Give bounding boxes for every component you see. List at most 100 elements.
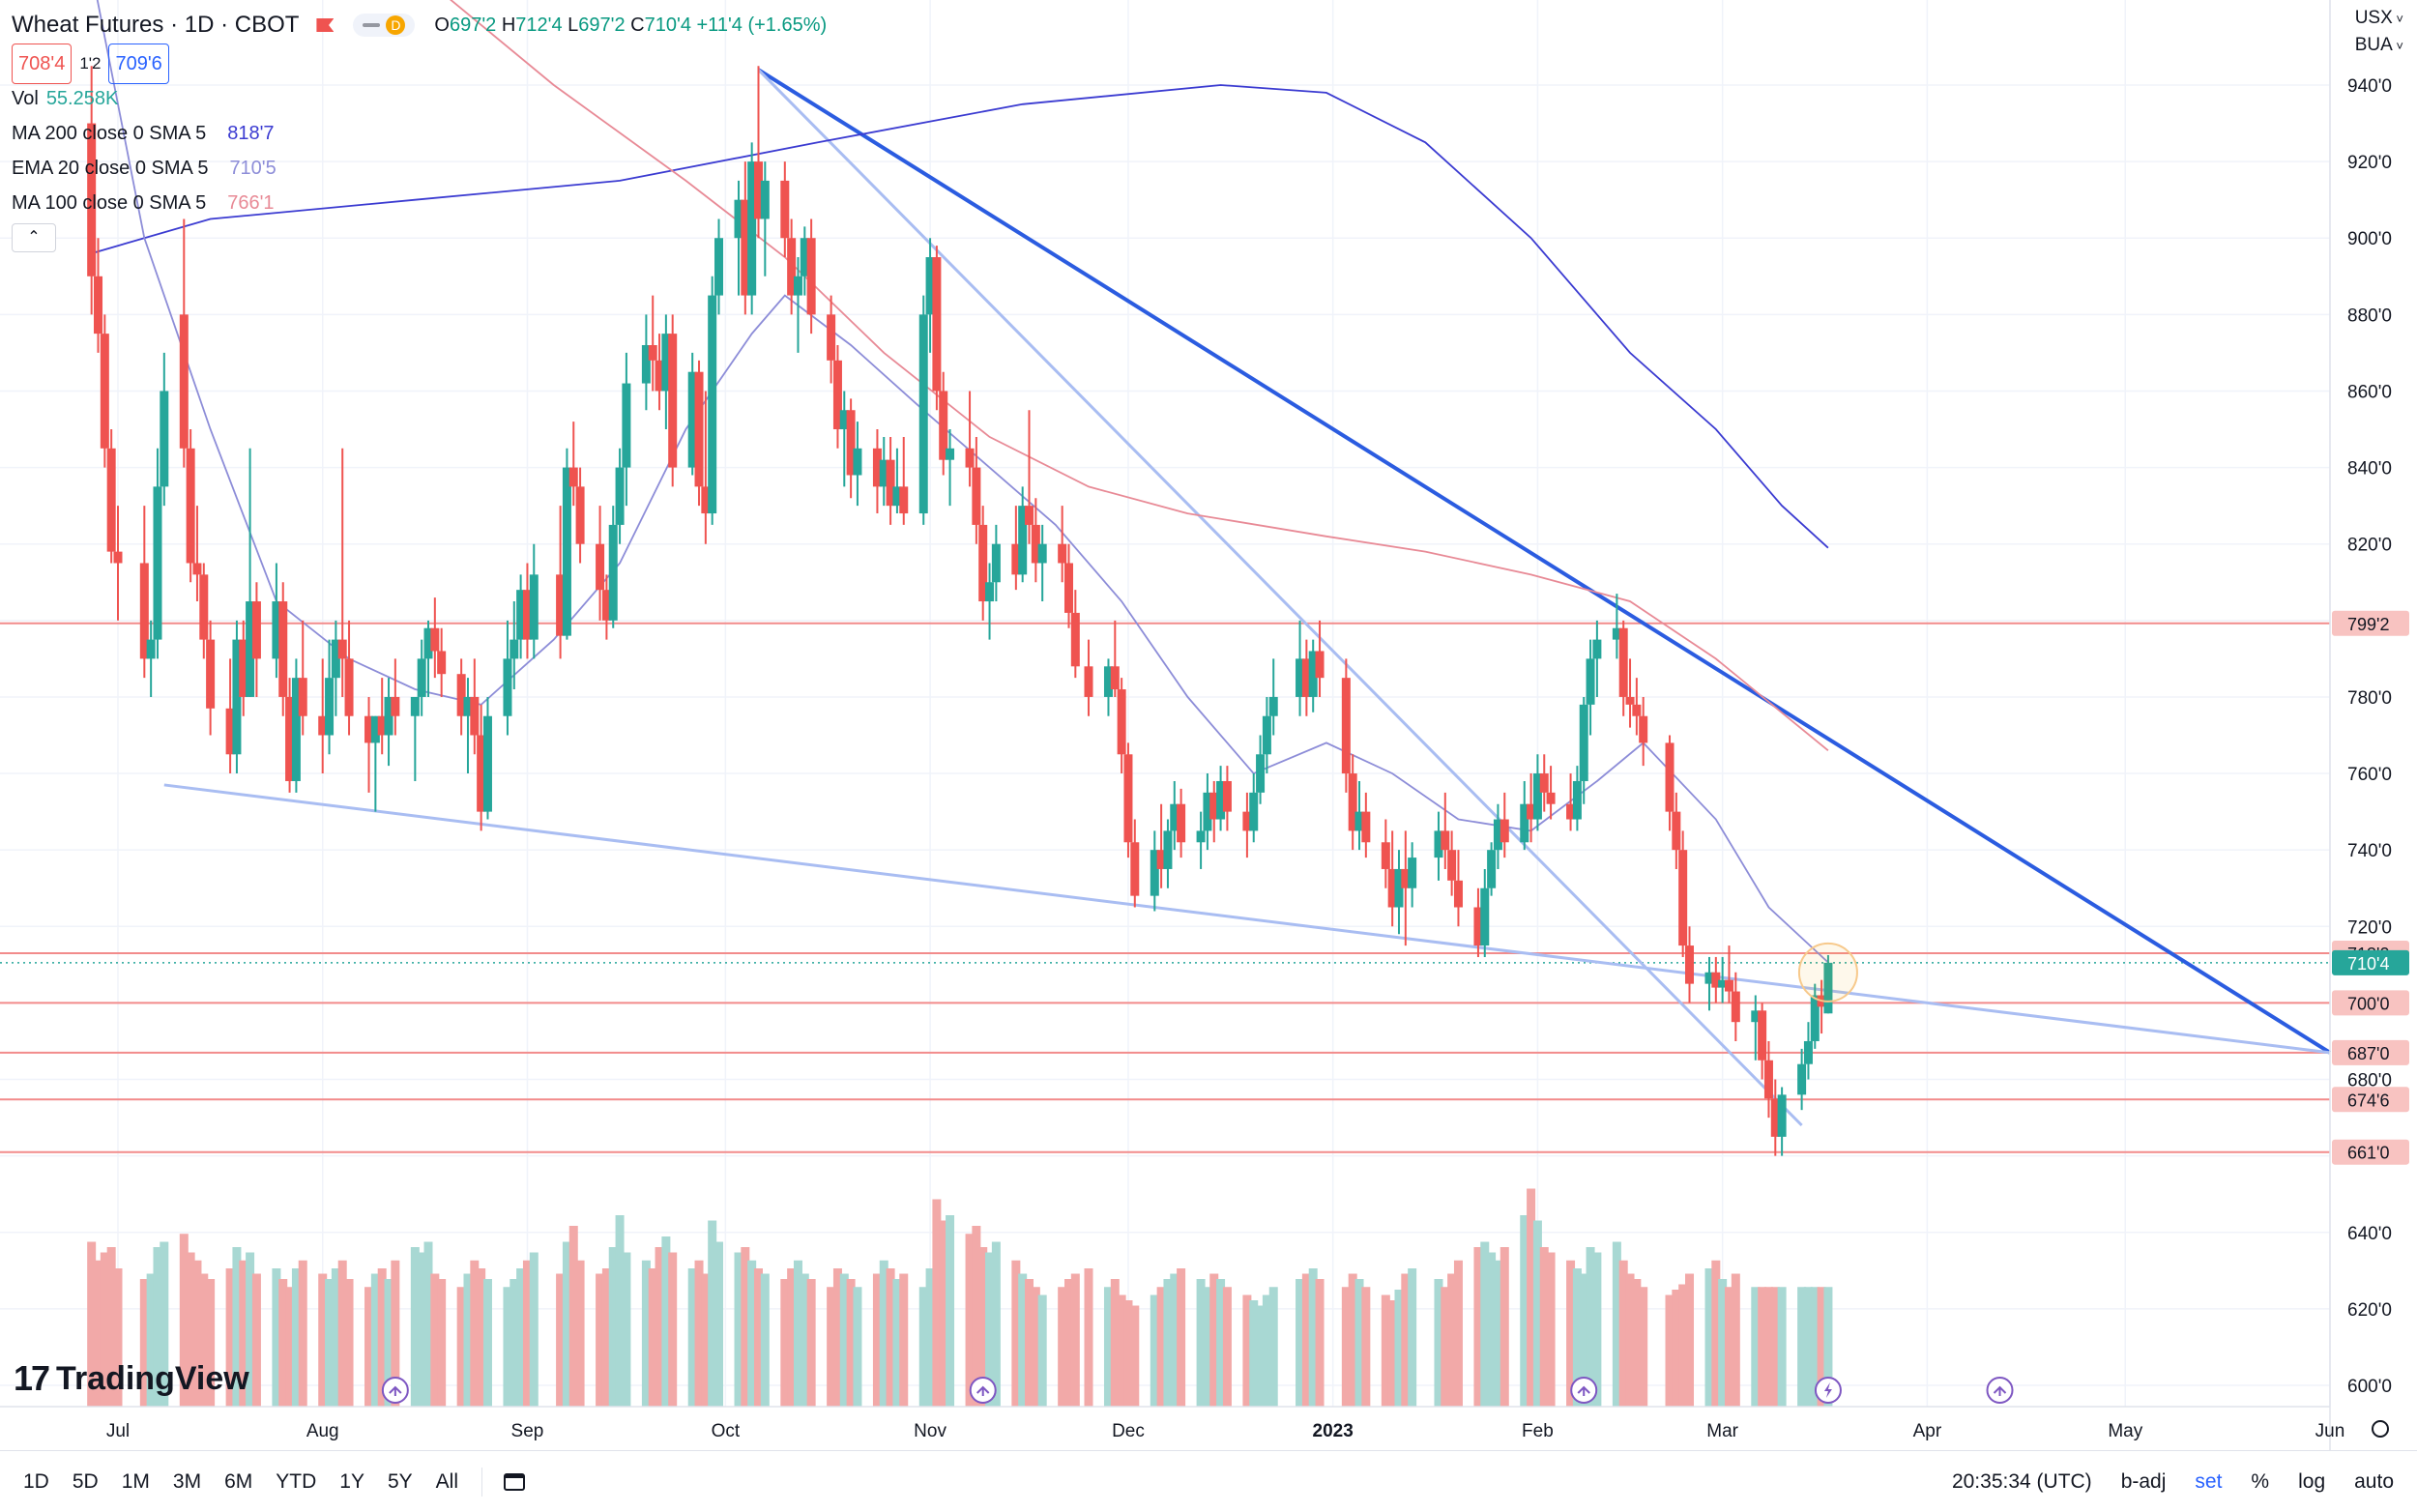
- ma200-indicator-row[interactable]: MA 200 close 0 SMA 5 818'7: [12, 123, 275, 144]
- candle-body: [1203, 792, 1212, 831]
- volume-bar: [1150, 1294, 1159, 1407]
- candle-body: [1348, 773, 1357, 831]
- price-tick-label: 920'0: [2347, 153, 2392, 173]
- candle-body: [1156, 850, 1166, 869]
- ema20-indicator-row[interactable]: EMA 20 close 0 SMA 5 710'5: [12, 158, 277, 179]
- volume-bar: [423, 1241, 433, 1407]
- timeframe-all[interactable]: All: [435, 1469, 458, 1493]
- timeframe-1m[interactable]: 1M: [121, 1469, 150, 1493]
- volume-bar: [1487, 1252, 1497, 1407]
- candle-body: [1354, 811, 1364, 831]
- candle-body: [1447, 850, 1457, 881]
- volume-bar: [1084, 1268, 1093, 1407]
- trendlines[interactable]: [163, 68, 2332, 1127]
- candle-body: [199, 574, 209, 640]
- settlement-toggle[interactable]: set: [2195, 1469, 2223, 1493]
- data-badge: D: [386, 15, 406, 35]
- calendar-icon[interactable]: [504, 1472, 525, 1491]
- timeframe-1d[interactable]: 1D: [23, 1469, 49, 1493]
- candle-body: [1209, 792, 1219, 820]
- utc-clock[interactable]: 20:35:34 (UTC): [1951, 1469, 2092, 1493]
- volume-bar: [1063, 1279, 1073, 1407]
- volume-bar: [1527, 1188, 1536, 1407]
- volume-bar: [482, 1279, 492, 1407]
- tradingview-logo[interactable]: 17 TradingView: [14, 1358, 249, 1398]
- time-tick-label: Mar: [1706, 1421, 1738, 1441]
- highlight-marker: [1797, 942, 1858, 1003]
- candle-body: [384, 696, 393, 736]
- buy-price-button[interactable]: 709'6: [108, 44, 169, 84]
- collapse-legend-button[interactable]: ⌃: [12, 223, 56, 252]
- volume-bars: [87, 1188, 1833, 1407]
- volume-bar: [1493, 1260, 1502, 1407]
- log-toggle[interactable]: log: [2298, 1469, 2326, 1493]
- candle-body: [575, 486, 585, 544]
- candle-body: [886, 459, 895, 507]
- volume-bar: [1632, 1279, 1642, 1407]
- time-tick-label: Oct: [712, 1421, 741, 1441]
- candle-body: [239, 639, 248, 697]
- volume-bar: [1711, 1260, 1721, 1407]
- sell-price-button[interactable]: 708'4: [12, 44, 73, 84]
- volume-bar: [1777, 1287, 1787, 1407]
- candle-body: [529, 574, 539, 640]
- currency-selector[interactable]: USX ˅: [2354, 8, 2403, 28]
- candle-body: [1678, 850, 1688, 946]
- candle-body: [892, 486, 902, 507]
- volume-bar: [879, 1260, 888, 1407]
- candle-body: [482, 715, 492, 812]
- eye-icon: [363, 23, 381, 27]
- volume-bar: [978, 1247, 988, 1407]
- price-tick-label: 780'0: [2347, 688, 2392, 709]
- candle-body: [714, 238, 724, 296]
- timeframe-5y[interactable]: 5Y: [387, 1469, 413, 1493]
- volume-bar: [206, 1279, 216, 1407]
- volume-bar: [946, 1215, 955, 1407]
- auto-toggle[interactable]: auto: [2354, 1469, 2394, 1493]
- timeframe-1y[interactable]: 1Y: [339, 1469, 364, 1493]
- unit-selector[interactable]: BUA ˅: [2354, 35, 2403, 55]
- candle-body: [1058, 543, 1067, 564]
- volume-bar: [939, 1220, 948, 1407]
- price-axis[interactable]: 600'0 620'0 640'0 680'0 720'0 740'0 760'0 780'0…: [2329, 0, 2409, 1450]
- volume-bar: [965, 1234, 975, 1407]
- candle-body: [1103, 666, 1113, 697]
- timeframe-5d[interactable]: 5D: [72, 1469, 99, 1493]
- volume-bar: [622, 1252, 631, 1407]
- symbol-title[interactable]: Wheat Futures · 1D · CBOT: [12, 12, 300, 38]
- time-axis[interactable]: Jul Aug Sep Oct Nov Dec 2023 Feb Mar Apr May Jun: [0, 1406, 2389, 1441]
- timeframe-ytd[interactable]: YTD: [276, 1469, 317, 1493]
- level-tag: 687'0: [2347, 1044, 2389, 1063]
- percent-toggle[interactable]: %: [2251, 1469, 2270, 1493]
- price-tick-label: 820'0: [2347, 536, 2392, 556]
- volume-bar: [1394, 1290, 1404, 1407]
- volume-indicator-row[interactable]: Vol 55.258K: [12, 88, 119, 109]
- b-adj-toggle[interactable]: b-adj: [2120, 1469, 2167, 1493]
- volume-bar: [1520, 1215, 1529, 1407]
- candle-body: [331, 639, 340, 679]
- volume-bar: [925, 1268, 935, 1407]
- flash-icon: [1823, 1382, 1832, 1398]
- volume-bar: [1434, 1279, 1443, 1407]
- candle-body: [1110, 666, 1120, 690]
- timeframe-6m[interactable]: 6M: [224, 1469, 253, 1493]
- volume-bar: [615, 1215, 625, 1407]
- volume-bar: [1341, 1287, 1351, 1407]
- candle-body: [1480, 887, 1490, 946]
- candle-body: [1268, 696, 1278, 716]
- visibility-toggle[interactable]: D: [353, 14, 416, 37]
- volume-bar: [232, 1247, 242, 1407]
- candle-body: [1810, 995, 1820, 1041]
- ma100-indicator-row[interactable]: MA 100 close 0 SMA 5 766'1: [12, 192, 275, 214]
- arrow-icon: [1577, 1385, 1590, 1396]
- candle-body: [391, 696, 400, 716]
- volume-bar: [106, 1247, 116, 1407]
- timeframe-3m[interactable]: 3M: [172, 1469, 202, 1493]
- candle-body: [364, 715, 374, 743]
- candle-body: [153, 486, 162, 640]
- volume-bar: [278, 1279, 288, 1407]
- candle-body: [1256, 754, 1266, 793]
- candle-body: [278, 601, 288, 697]
- candle-body: [377, 715, 387, 736]
